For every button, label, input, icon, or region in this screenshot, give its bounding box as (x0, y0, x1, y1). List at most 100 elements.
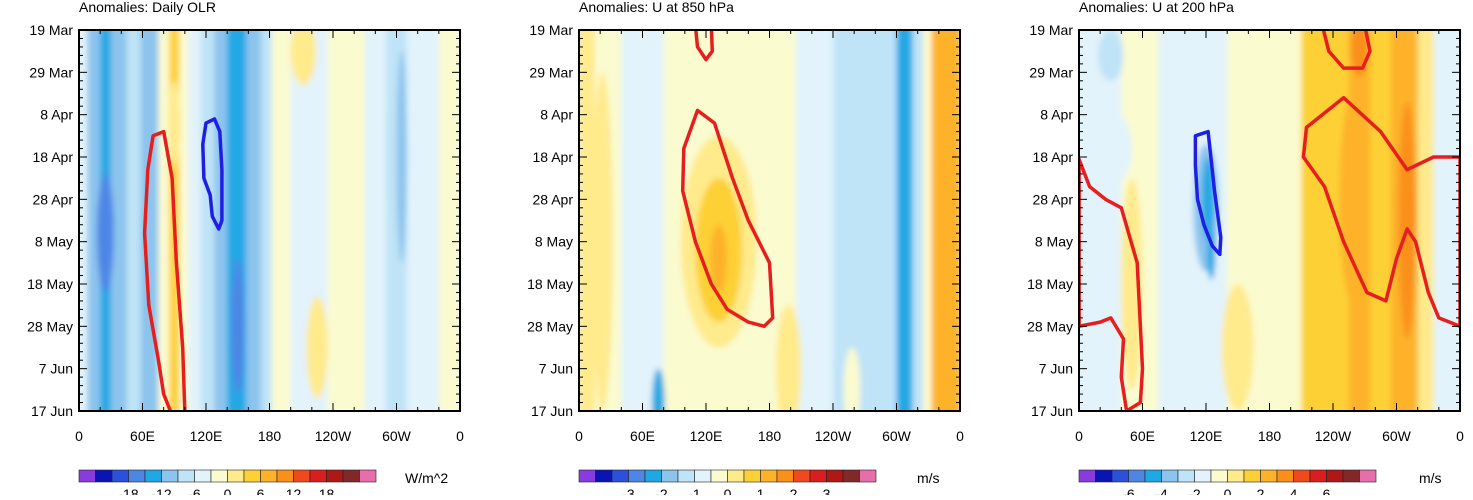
x-tick-label: 120E (690, 428, 723, 444)
colorbar-tick-label: 2 (790, 486, 798, 495)
shading-blob (652, 368, 665, 411)
plot-frame (578, 29, 961, 412)
colorbar-tick-label: 12 (286, 486, 302, 495)
colorbar-tick-label: 18 (319, 486, 335, 495)
shading-blob (1201, 157, 1215, 242)
shading-blob (1079, 106, 1132, 191)
colorbar-tick-label: -18 (118, 486, 138, 495)
colorbar-swatch (677, 469, 695, 483)
y-axis: 19 Mar 29 Mar 8 Apr 18 Apr 28 Apr 8 May 18 May… (1027, 22, 1460, 419)
colorbar-swatch (1276, 469, 1294, 483)
shading-band (1079, 30, 1122, 411)
colorbar-swatch (260, 469, 278, 483)
x-tick-label: 60E (630, 428, 655, 444)
colorbar-olr: -18 -12 -6 0 6 12 18 W/m^2 (78, 469, 448, 500)
colorbar-tick-label: -6 (1122, 486, 1135, 495)
colorbar-tick-label: -2 (1188, 486, 1201, 495)
shading-blob (1098, 30, 1124, 81)
heatmap-plot (1079, 30, 1460, 411)
colorbar-swatches: -6 -4 -2 0 2 4 6 (1078, 469, 1377, 500)
colorbar-swatch (842, 469, 860, 483)
y-tick-label: 17 Jun (31, 403, 73, 419)
shading-blob (306, 296, 328, 399)
colorbar-tick-label: 0 (724, 486, 732, 495)
colorbar-swatch (1144, 469, 1162, 483)
y-tick-label: 17 Jun (531, 403, 573, 419)
colorbar-swatch (309, 469, 327, 483)
colorbar-swatch (1210, 469, 1228, 483)
x-tick-label: 0 (75, 428, 83, 444)
colorbar-swatch (1111, 469, 1129, 483)
colorbar-swatch (760, 469, 778, 483)
colorbar-unit: W/m^2 (405, 470, 448, 486)
panel-title: Anomalies: Daily OLR (79, 0, 216, 15)
colorbar-swatch (1243, 469, 1261, 483)
colorbar-swatch (1095, 469, 1113, 483)
y-tick-label: 7 Jun (39, 361, 73, 377)
panel-u850: Anomalies: U at 850 hPa 0 60E 120E 180 120W 6… (527, 0, 964, 444)
colorbar-swatch (628, 469, 646, 483)
shading-band (158, 30, 170, 411)
colorbar-swatch (1194, 469, 1212, 483)
shading-blob (710, 224, 728, 293)
colorbar-u200: -6 -4 -2 0 2 4 6 m/s (1078, 469, 1442, 500)
colorbar-swatch (1227, 469, 1245, 483)
shading-band (1433, 30, 1460, 411)
y-tick-label: 8 Apr (1040, 107, 1073, 123)
colorbar-tick-label: -2 (655, 486, 668, 495)
colorbar-tick-label: 6 (1323, 486, 1331, 495)
shading-band (188, 30, 202, 411)
x-tick-label: 120E (190, 428, 223, 444)
colorbar-swatch (661, 469, 679, 483)
positive-contour (1301, 95, 1460, 329)
x-tick-label: 60E (1130, 428, 1155, 444)
shading-band (621, 30, 665, 411)
colorbar-swatch (1177, 469, 1195, 483)
colorbar-swatch (1128, 469, 1146, 483)
shading-band (271, 30, 292, 411)
y-tick-label: 29 Mar (1029, 64, 1073, 80)
shading-band (407, 30, 440, 411)
y-tick-label: 8 May (35, 234, 73, 250)
y-tick-label: 18 Apr (1033, 149, 1074, 165)
x-tick-label: 180 (258, 428, 282, 444)
colorbar-swatch (1342, 469, 1360, 483)
colorbar-swatch (1309, 469, 1327, 483)
colorbar-swatch (809, 469, 827, 483)
shading-blob (843, 347, 861, 411)
colorbar-swatch (710, 469, 728, 483)
shading-blob (232, 11, 238, 24)
colorbar-swatch (128, 469, 146, 483)
colorbar-tick-label: 3 (823, 486, 831, 495)
colorbar-swatch (194, 469, 212, 483)
heatmap-plot (579, 30, 960, 411)
x-axis: 0 60E 120E 180 120W 60W 0 (575, 30, 964, 444)
shaded-field (1079, 30, 1460, 411)
colorbar-swatch (243, 469, 261, 483)
colorbar-swatch (743, 469, 761, 483)
x-tick-label: 0 (956, 428, 964, 444)
y-tick-label: 8 May (535, 234, 573, 250)
shading-blob (1339, 93, 1369, 306)
x-tick-label: 0 (1075, 428, 1083, 444)
y-tick-label: 19 Mar (29, 22, 73, 38)
positive-contour (694, 30, 715, 62)
positive-contour (142, 129, 187, 411)
shaded-field (79, 11, 460, 411)
shading-blob (1398, 101, 1416, 340)
heatmap-plot (79, 11, 460, 411)
shading-band (179, 30, 189, 411)
shading-band (579, 30, 596, 411)
colorbar-swatches: -18 -12 -6 0 6 12 18 (78, 469, 377, 500)
positive-contour (1079, 157, 1145, 411)
colorbar-swatch (111, 469, 129, 483)
colorbar-swatch (694, 469, 712, 483)
shading-band (1370, 30, 1392, 411)
shading-band (438, 30, 460, 411)
colorbar-swatch (644, 469, 662, 483)
colorbar-swatch (727, 469, 745, 483)
colorbar-tick-label: 0 (1224, 486, 1232, 495)
colorbar-swatch (161, 469, 179, 483)
colorbar-u850: -3 -2 -1 0 1 2 3 m/s (578, 469, 940, 500)
